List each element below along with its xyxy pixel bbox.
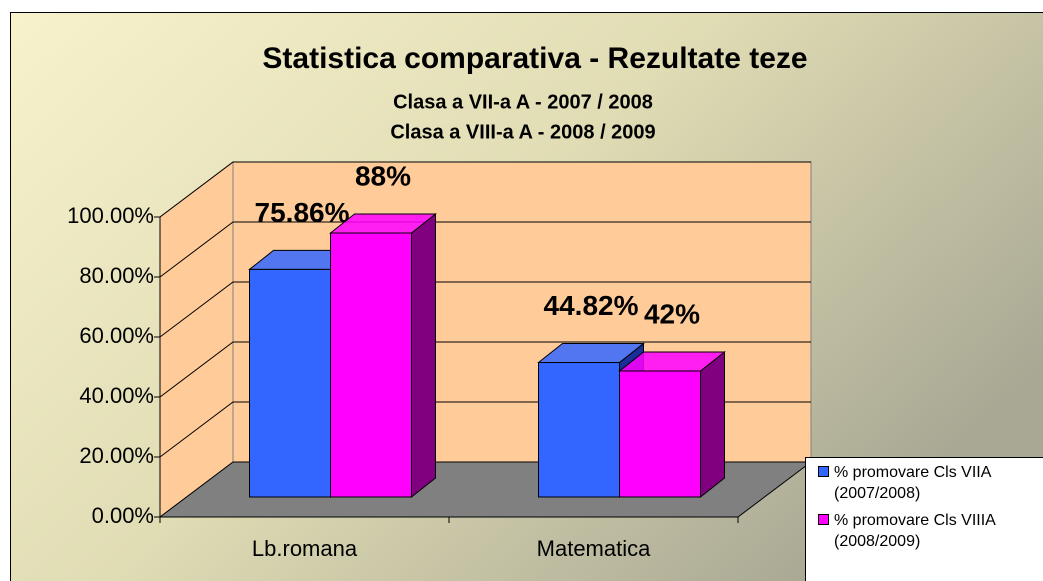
data-label: 44.82% [544,290,639,321]
legend-item: % promovare Cls VIIA (2007/2008) [818,462,1043,504]
bar [249,268,331,498]
legend: % promovare Cls VIIA (2007/2008) % promov… [805,457,1043,581]
grid-line [159,221,811,278]
x-tick-label: Matematica [537,536,651,561]
grid-line [159,161,811,218]
x-tick-label: Lb.romana [252,536,358,561]
grid-line [159,281,811,338]
legend-label: % promovare Cls VIIIA (2008/2009) [834,512,995,550]
y-tick-label: 100.00% [67,203,154,228]
side-wall [159,160,234,519]
legend-item: % promovare Cls VIIIA (2008/2009) [818,510,1043,552]
legend-label: % promovare Cls VIIA (2007/2008) [834,464,991,502]
chart-subtitle: Clasa a VII-a A - 2007 / 2008 [393,91,653,113]
data-label: 75.86% [255,197,350,228]
data-label: 88% [355,160,411,191]
grid-line [159,341,811,398]
bar-side [411,212,436,499]
bar [538,362,620,498]
y-tick-label: 40.00% [79,383,154,408]
bar [330,232,412,498]
y-tick-label: 0.00% [92,503,154,528]
chart-title: Statistica comparativa - Rezultate teze [262,42,807,75]
chart-subtitle: Clasa a VIII-a A - 2008 / 2009 [390,121,655,143]
legend-swatch [818,514,829,525]
y-tick-label: 20.00% [79,443,154,468]
bar [619,370,701,498]
y-tick-label: 80.00% [79,263,154,288]
data-label: 42% [644,298,700,329]
legend-swatch [818,466,829,477]
y-tick-label: 60.00% [79,323,154,348]
bar-side [700,350,725,499]
